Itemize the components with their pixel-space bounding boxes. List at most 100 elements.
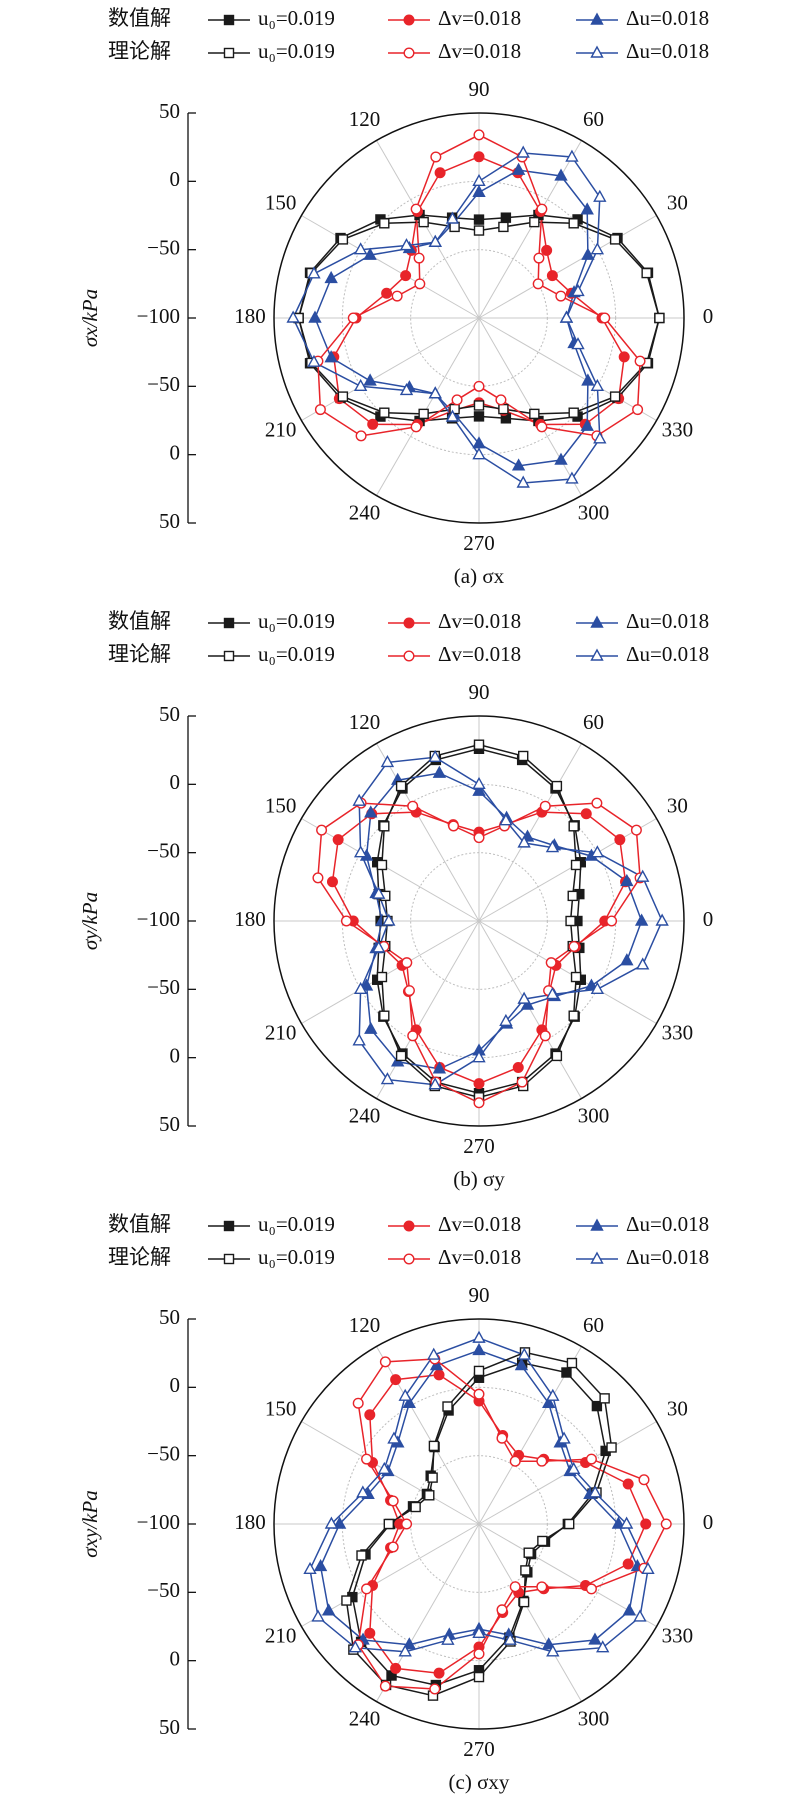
data-point xyxy=(532,278,544,290)
data-point xyxy=(655,913,669,926)
data-point xyxy=(432,765,447,778)
angle-label: 270 xyxy=(463,1737,495,1761)
data-point xyxy=(380,754,395,768)
data-point xyxy=(599,312,611,324)
data-point xyxy=(634,913,649,926)
legend-label: Δv=0.018 xyxy=(438,6,521,30)
spoke xyxy=(376,920,480,1099)
axis-title: σx/kPa xyxy=(78,289,102,347)
data-point xyxy=(581,247,595,260)
data-point xyxy=(473,1671,485,1683)
data-point xyxy=(618,351,630,363)
data-point xyxy=(545,986,560,1000)
data-point xyxy=(636,957,650,970)
legend-label: Δu=0.018 xyxy=(626,1212,709,1236)
legend-marker xyxy=(403,1220,415,1232)
data-point xyxy=(428,1440,440,1452)
data-point xyxy=(324,1516,339,1529)
angle-label: 240 xyxy=(349,500,381,524)
data-point xyxy=(536,1581,548,1593)
spoke xyxy=(301,215,480,319)
data-point xyxy=(307,354,321,367)
legend-group-label: 数值解 xyxy=(108,6,171,30)
data-point xyxy=(472,1330,486,1343)
data-point xyxy=(516,145,530,158)
r-tick-label: 0 xyxy=(170,1373,181,1397)
data-point xyxy=(580,418,594,431)
outer-ring xyxy=(273,715,685,1127)
data-point xyxy=(472,1625,486,1639)
angle-label: 60 xyxy=(583,107,604,131)
legend-label: u₀=0.019 xyxy=(258,6,335,30)
spoke xyxy=(478,140,582,319)
data-point xyxy=(641,1561,655,1574)
r-tick-label: 0 xyxy=(170,1043,181,1067)
r-tick-label: 50 xyxy=(159,702,180,726)
data-point xyxy=(429,1358,444,1371)
data-point xyxy=(303,1561,317,1574)
angle-label: 240 xyxy=(349,1706,381,1730)
angle-label: 30 xyxy=(667,190,688,214)
spoke xyxy=(478,215,657,319)
data-point xyxy=(472,1050,486,1063)
data-point xyxy=(499,813,513,826)
data-point xyxy=(611,1516,626,1529)
r-tick-label: 50 xyxy=(159,1112,180,1136)
data-point xyxy=(371,940,386,953)
spoke xyxy=(478,317,657,421)
angle-label: 270 xyxy=(463,531,495,555)
data-point xyxy=(428,234,442,247)
data-point xyxy=(410,421,422,433)
angle-label: 330 xyxy=(662,1020,694,1044)
data-point xyxy=(427,1347,441,1360)
data-point xyxy=(410,1501,421,1513)
data-point xyxy=(473,1365,485,1377)
legend-marker xyxy=(403,617,415,629)
data-point xyxy=(499,1013,513,1027)
grid-ring xyxy=(410,852,548,990)
angle-label: 90 xyxy=(469,77,490,101)
legend-group-label: 理论解 xyxy=(108,1245,171,1269)
angle-label: 30 xyxy=(667,793,688,817)
r-tick-label: −100 xyxy=(137,304,180,328)
data-point xyxy=(588,1485,602,1498)
data-point xyxy=(380,1072,395,1085)
angle-label: 180 xyxy=(234,1510,266,1534)
data-point xyxy=(341,1595,352,1606)
data-point xyxy=(514,1358,529,1371)
data-point xyxy=(590,378,605,392)
spoke xyxy=(301,818,480,922)
caption: (a) σx xyxy=(454,564,505,588)
data-point xyxy=(632,404,644,416)
data-point xyxy=(559,310,574,323)
data-point xyxy=(379,821,390,832)
data-point xyxy=(500,212,512,223)
data-point xyxy=(428,386,442,399)
data-point xyxy=(567,890,578,902)
data-point xyxy=(554,452,568,465)
data-point xyxy=(473,1648,485,1660)
angle-label: 330 xyxy=(662,417,694,441)
legend-marker xyxy=(590,1251,604,1264)
data-point xyxy=(537,1535,548,1547)
legend-label: Δu=0.018 xyxy=(626,642,709,666)
data-point xyxy=(561,1367,572,1378)
data-point xyxy=(638,1474,650,1486)
data-point xyxy=(606,1442,617,1453)
data-point xyxy=(536,203,548,215)
angle-label: 150 xyxy=(265,793,297,817)
data-point xyxy=(433,1667,445,1679)
data-point xyxy=(614,834,626,846)
legend-marker xyxy=(223,1220,235,1232)
data-point xyxy=(451,394,463,406)
data-point xyxy=(533,252,545,264)
data-point xyxy=(568,218,579,229)
legend-marker xyxy=(223,1253,235,1265)
data-point xyxy=(332,1516,347,1529)
data-point xyxy=(660,1518,672,1530)
angle-label: 120 xyxy=(349,107,381,131)
data-point xyxy=(377,1461,391,1475)
data-point xyxy=(571,284,585,297)
data-point xyxy=(630,824,642,836)
